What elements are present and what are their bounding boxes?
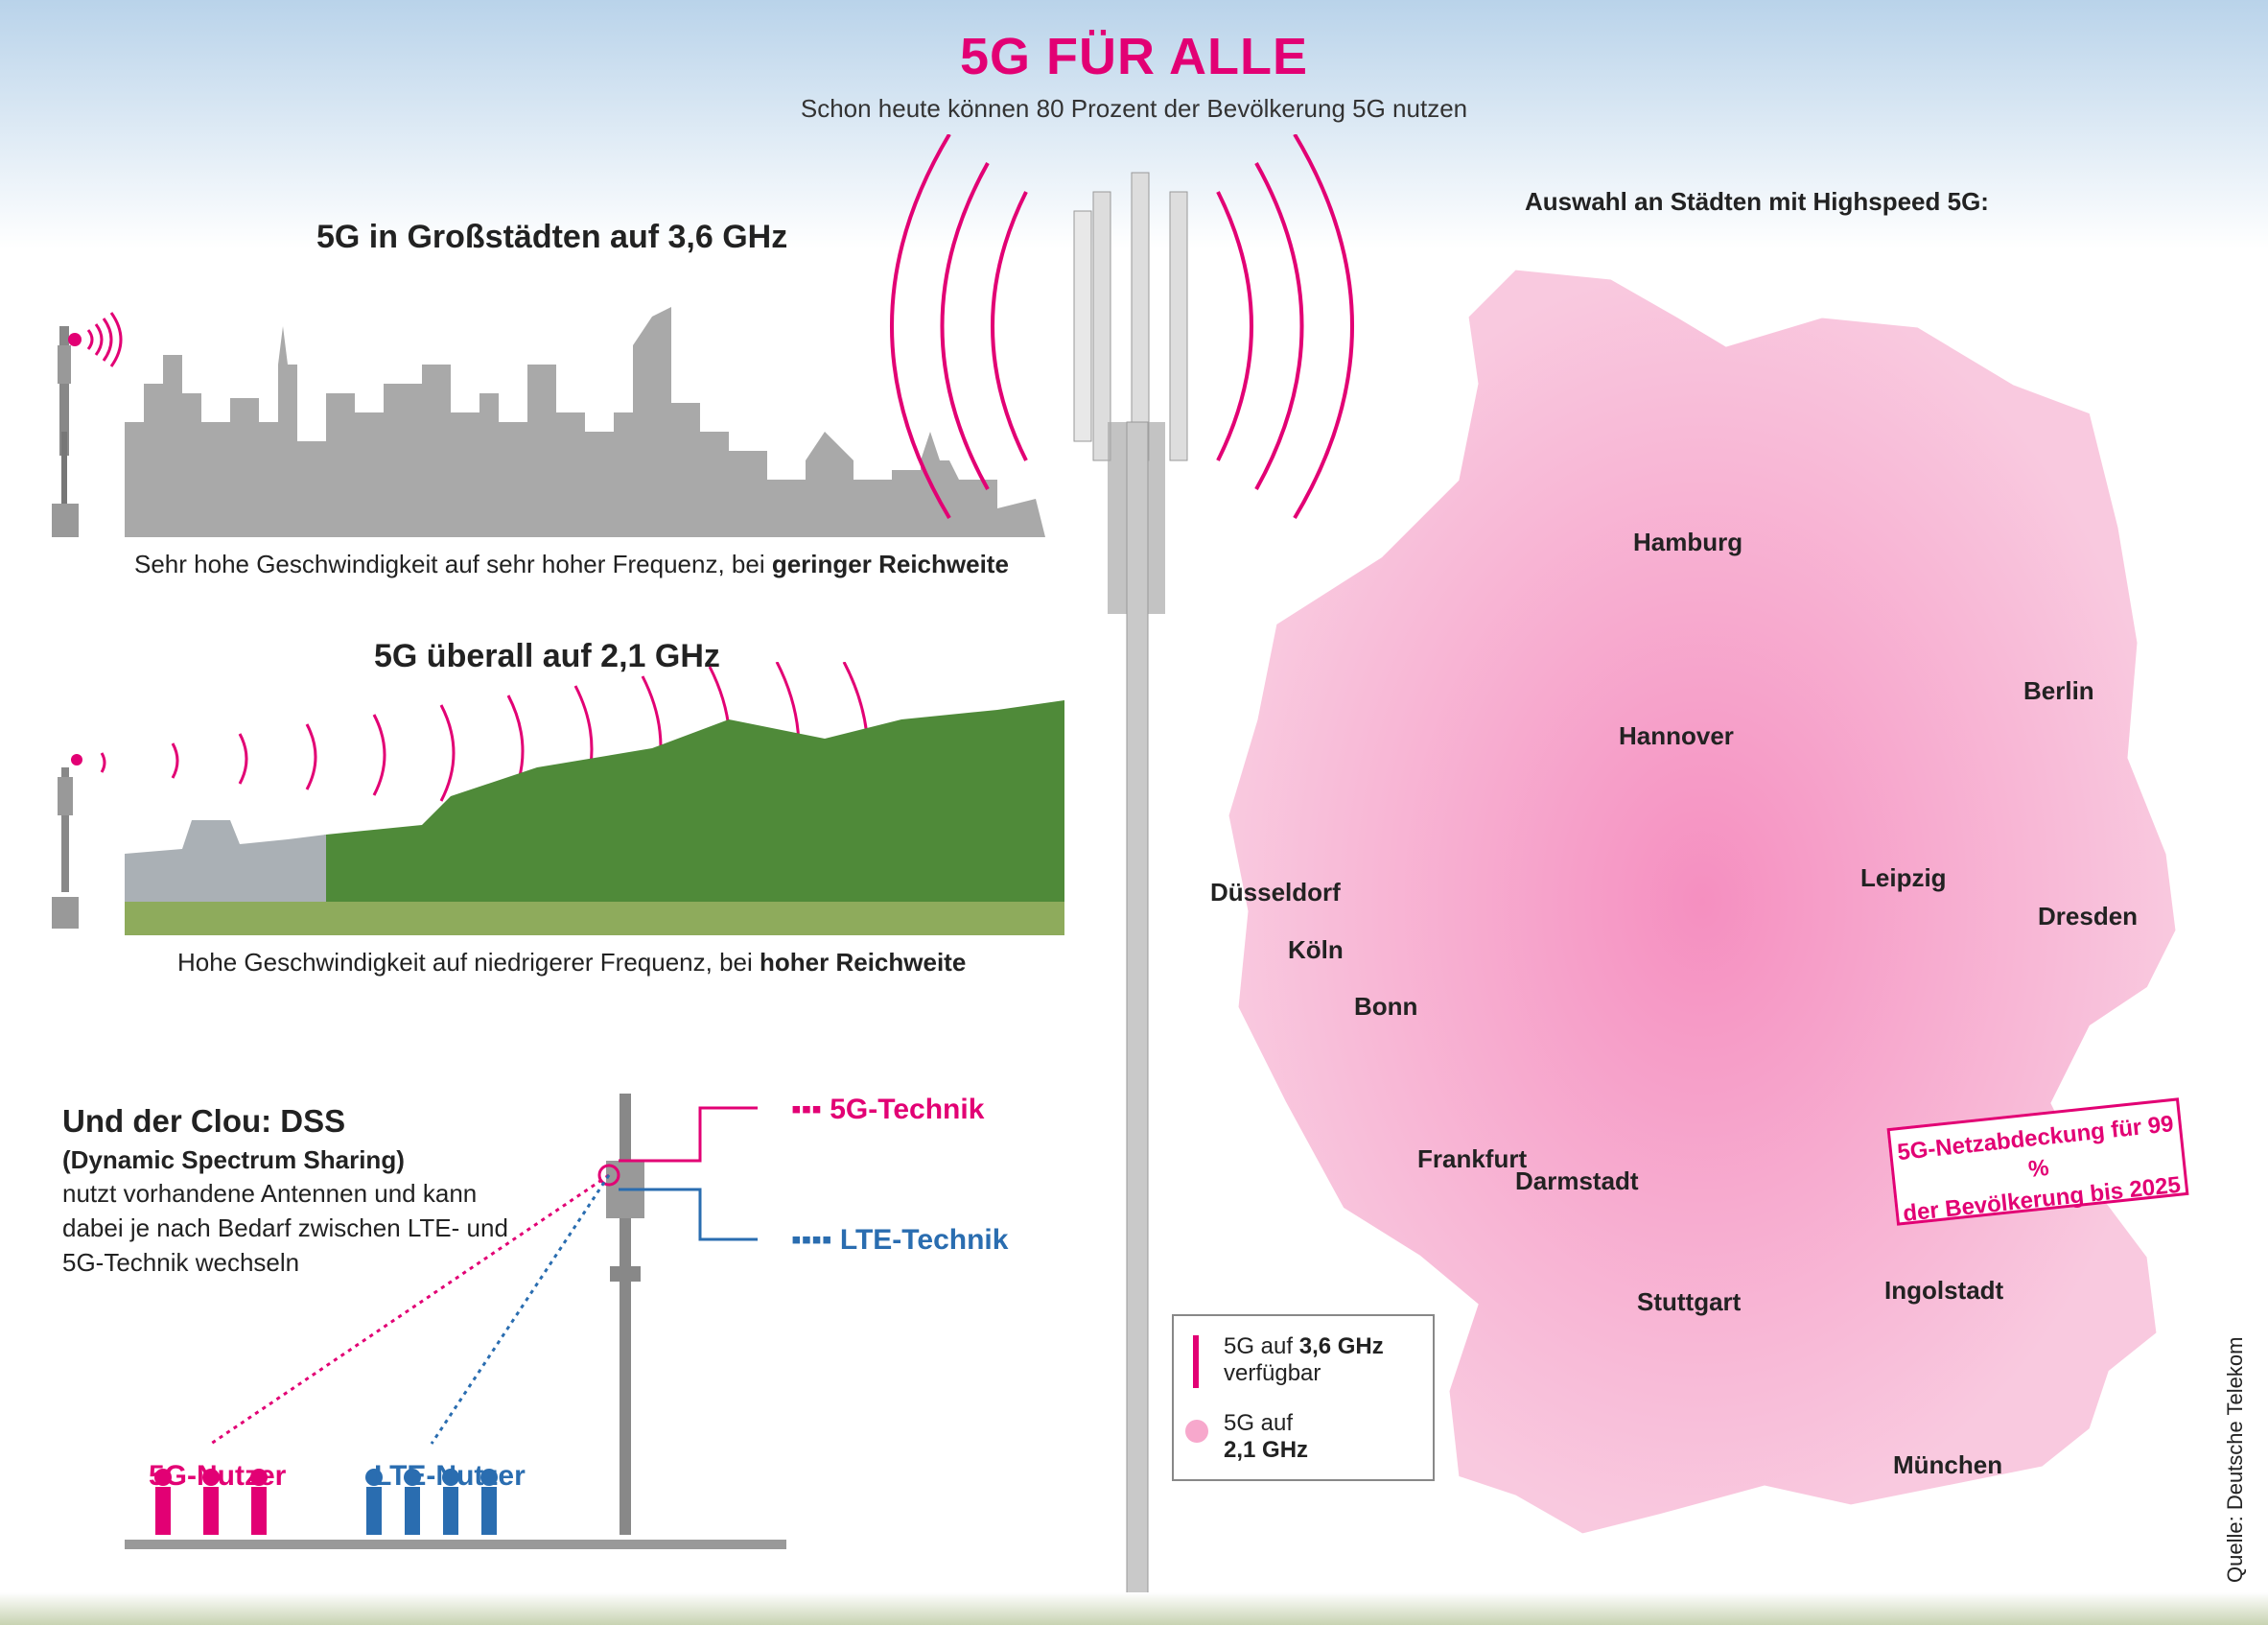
dss-description: nutzt vorhandene Antennen und kann dabei… [62, 1179, 508, 1277]
page-subtitle: Schon heute können 80 Prozent der Bevölk… [800, 94, 1468, 123]
antenna-legend-icon [1193, 1335, 1199, 1388]
caption-21ghz: Hohe Geschwindigkeit auf niedrigerer Fre… [177, 948, 967, 977]
source-credit: Quelle: Deutsche Telekom [2223, 1336, 2247, 1583]
city-label-duesseldorf: Düsseldorf [1210, 878, 1341, 907]
city-label-stuttgart: Stuttgart [1637, 1287, 1742, 1316]
label-5g-nutzer: 5G-Nutzer [149, 1460, 287, 1492]
label-5g-technik: ▪▪▪ 5G-Technik [791, 1094, 985, 1125]
map-heading: Auswahl an Städten mit Highspeed 5G: [1525, 187, 1989, 216]
square-marker-icon: ▪▪▪ [791, 1094, 830, 1125]
label-lte-technik: ▪▪▪▪ LTE-Technik [791, 1224, 1009, 1256]
ground-strip [0, 1592, 2268, 1625]
city-label-ingolstadt: Ingolstadt [1884, 1276, 2004, 1305]
city-label-dresden: Dresden [2038, 902, 2139, 930]
city-label-bonn: Bonn [1354, 992, 1418, 1021]
map-legend: 5G auf 3,6 GHz verfügbar 5G auf 2,1 GHz [1172, 1314, 1435, 1481]
dss-title: Und der Clou: DSS [62, 1103, 346, 1139]
square-marker-icon: ▪▪▪▪ [791, 1224, 840, 1256]
coverage-dot-legend-icon [1185, 1420, 1208, 1443]
legend-item-21ghz: 5G auf 2,1 GHz [1224, 1410, 1309, 1463]
page-title: 5G FÜR ALLE [959, 28, 1308, 85]
city-label-leipzig: Leipzig [1860, 863, 1947, 892]
city-label-hamburg: Hamburg [1633, 528, 1743, 556]
heading-21ghz: 5G überall auf 2,1 GHz [374, 638, 720, 674]
city-label-hannover: Hannover [1619, 721, 1734, 750]
city-skyline-illustration [52, 307, 1045, 537]
city-label-koeln: Köln [1288, 935, 1344, 964]
heading-36ghz: 5G in Großstädten auf 3,6 GHz [316, 219, 788, 255]
legend-item-36ghz: 5G auf 3,6 GHz verfügbar [1224, 1333, 1384, 1386]
city-label-darmstadt: Darmstadt [1515, 1166, 1639, 1195]
city-label-berlin: Berlin [2023, 676, 2094, 705]
dss-subtitle: (Dynamic Spectrum Sharing) [62, 1145, 405, 1174]
label-lte-nutzer: LTE-Nutzer [374, 1460, 526, 1492]
city-label-muenchen: München [1893, 1450, 2003, 1479]
landscape-illustration [52, 662, 1064, 935]
city-label-frankfurt: Frankfurt [1417, 1144, 1528, 1173]
dss-diagram [125, 1094, 786, 1549]
caption-36ghz: Sehr hohe Geschwindigkeit auf sehr hoher… [134, 550, 1009, 578]
antenna-mast-illustration [890, 134, 1354, 1625]
